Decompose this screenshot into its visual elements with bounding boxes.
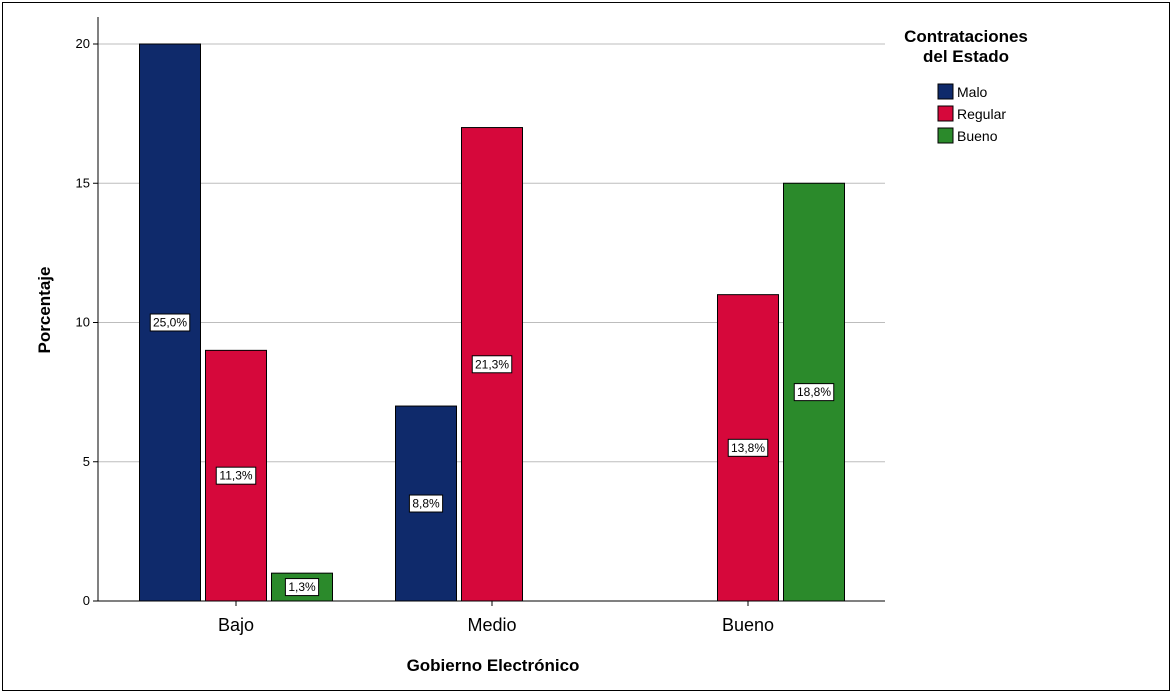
data-label-box (149, 313, 191, 332)
data-labels: 25,0% 11,3% 1,3% 8,8% 21,3% 13,8% 18,8% (149, 313, 835, 597)
data-label-box (215, 466, 257, 485)
legend-label-bueno: Bueno (957, 128, 998, 144)
data-label: 8,8% (412, 497, 440, 511)
y-axis-title: Porcentaje (35, 267, 54, 354)
legend-label-regular: Regular (957, 106, 1006, 122)
x-tick-label: Bajo (218, 615, 254, 635)
data-label-box (408, 494, 444, 513)
x-tick-label: Medio (467, 615, 516, 635)
legend-swatch-regular (937, 105, 954, 122)
legend-swatch-bueno (937, 127, 954, 144)
y-tick-label: 10 (76, 315, 90, 330)
data-label: 1,3% (288, 580, 316, 594)
data-label: 25,0% (153, 316, 187, 330)
data-label: 21,3% (475, 357, 509, 371)
legend-label-malo: Malo (957, 84, 988, 100)
legend-swatch-malo (937, 83, 954, 100)
data-label-box (727, 438, 769, 457)
y-tick-label: 0 (83, 593, 90, 608)
data-label: 11,3% (219, 469, 252, 483)
y-tick-label: 20 (76, 36, 90, 51)
data-label: 18,8% (797, 385, 831, 399)
legend-title: Contrataciones (904, 27, 1028, 46)
y-tick-label: 15 (76, 175, 90, 190)
axes: 0 5 10 15 20 Bajo Medio Bueno (76, 17, 885, 635)
data-label: 13,8% (731, 441, 765, 455)
x-tick-label: Bueno (722, 615, 774, 635)
data-label-box (793, 383, 835, 402)
legend-title: del Estado (923, 47, 1009, 66)
x-axis-title: Gobierno Electrónico (407, 656, 580, 675)
y-tick-label: 5 (83, 454, 90, 469)
data-label-box (471, 355, 513, 374)
data-label-box (284, 578, 320, 597)
